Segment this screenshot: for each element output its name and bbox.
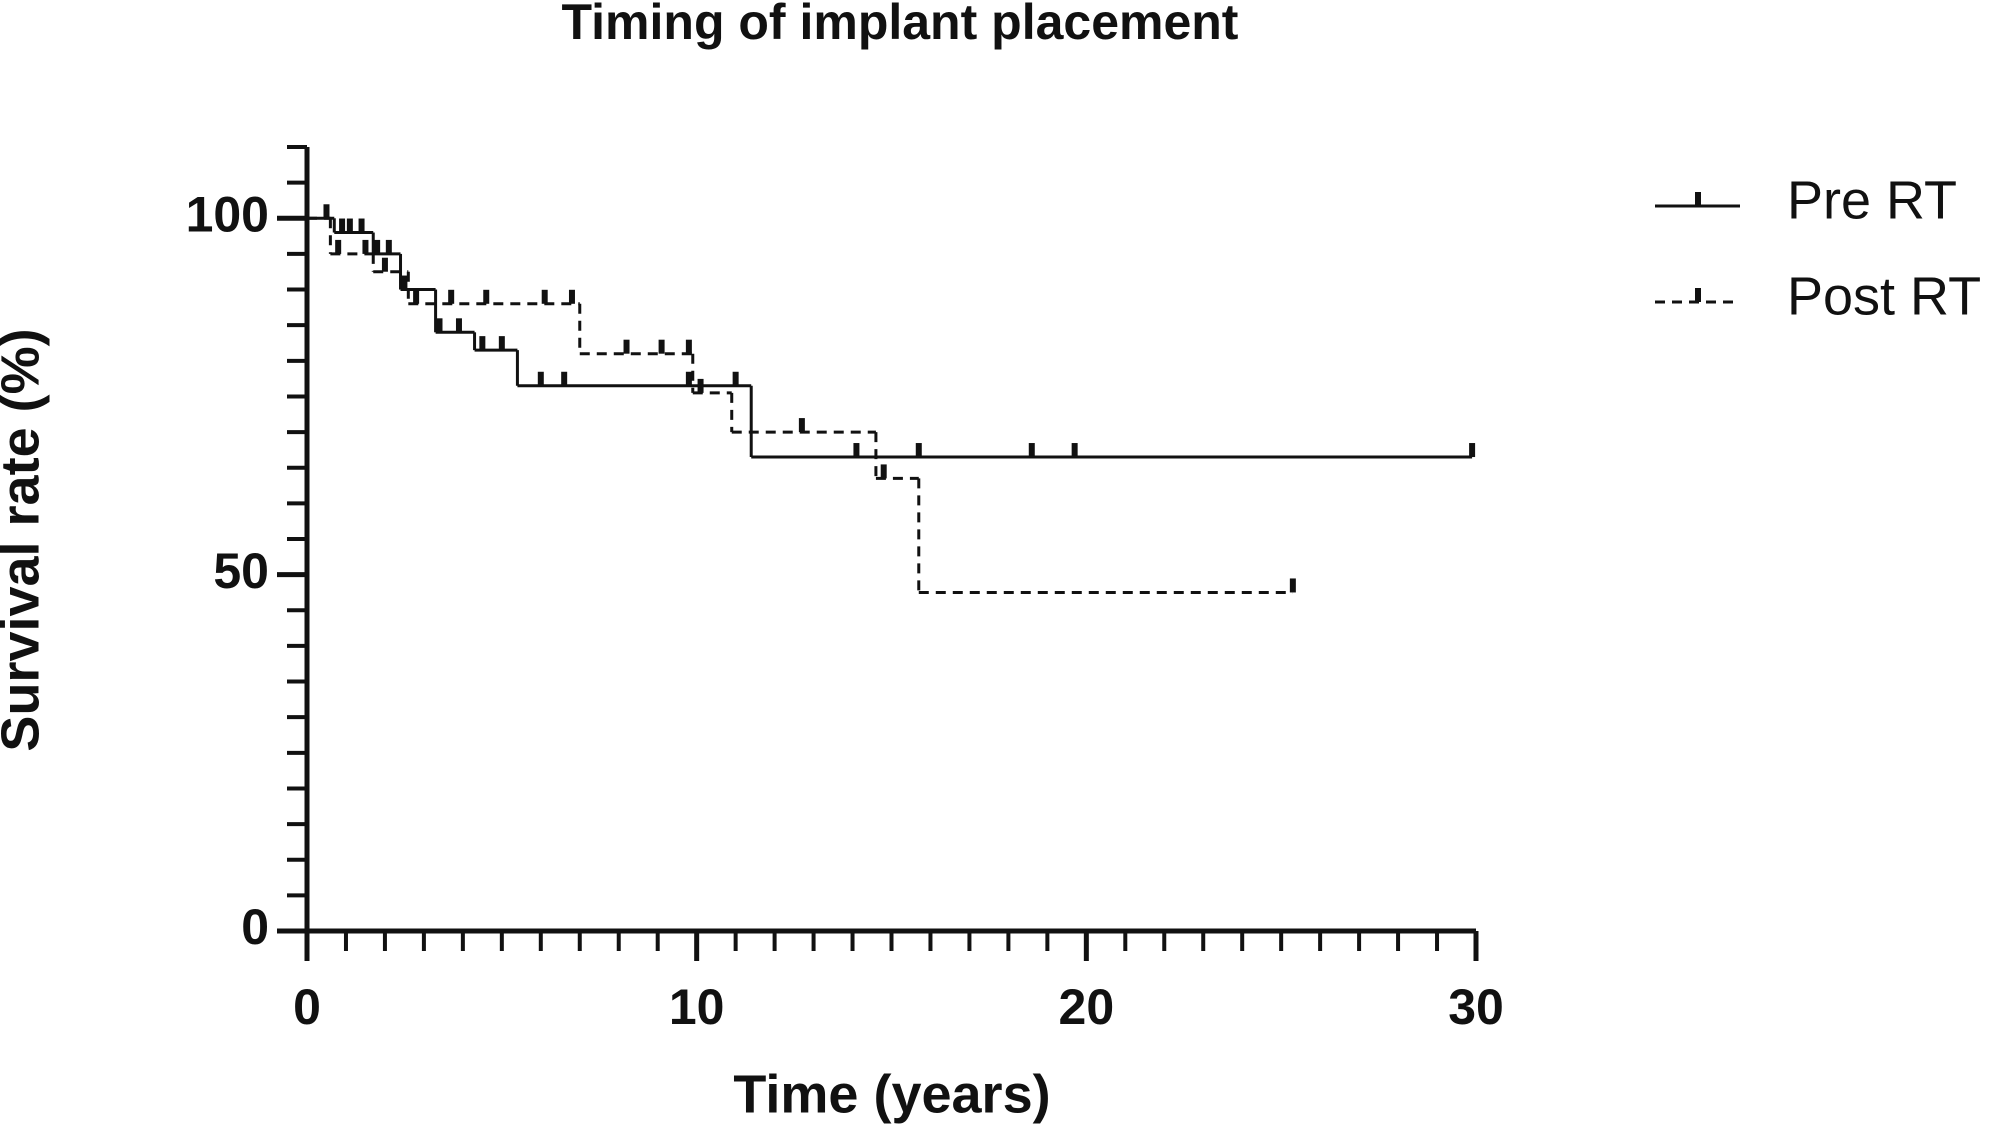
x-tick-label: 0 [293,979,321,1035]
x-tick-label: 20 [1059,979,1115,1035]
chart-title: Timing of implant placement [562,0,1239,50]
y-tick-label: 100 [186,186,269,242]
y-tick-label: 50 [213,543,269,599]
y-tick-label: 0 [241,899,269,955]
x-axis-label: Time (years) [733,1064,1050,1124]
x-tick-label: 30 [1448,979,1504,1035]
y-axis-label: Survival rate (%) [0,328,50,751]
legend-label: Post RT [1787,266,1981,326]
x-tick-label: 10 [669,979,725,1035]
legend-label: Pre RT [1787,170,1957,230]
